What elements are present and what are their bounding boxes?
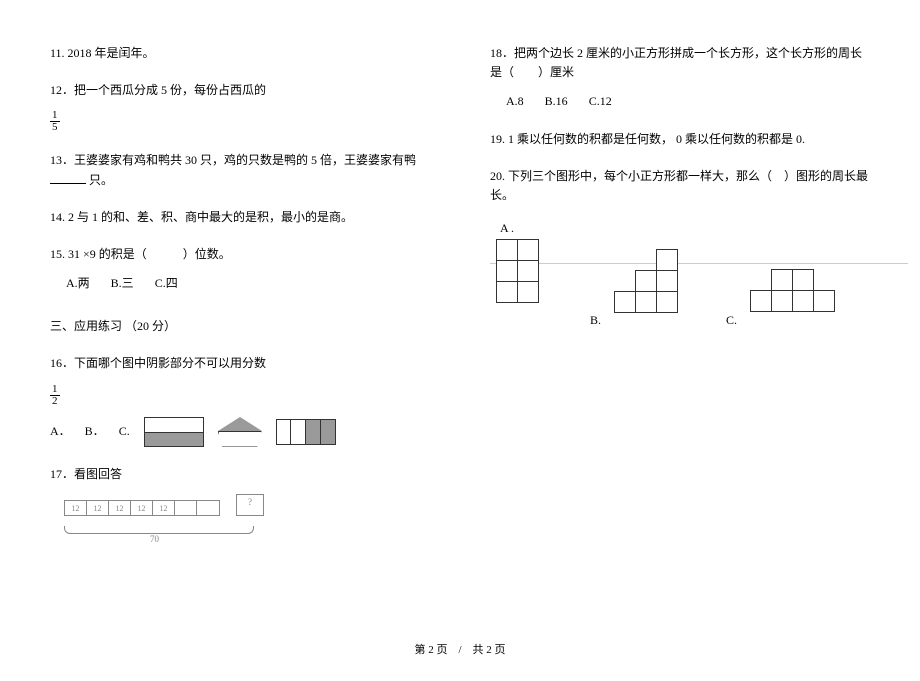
question-16: 16．下面哪个图中阴影部分不可以用分数 [50, 354, 430, 373]
q17-seg: 12 [87, 501, 109, 515]
q16-shape-c [276, 419, 336, 445]
frac-den: 5 [50, 122, 60, 133]
q11-text: 11. 2018 年是闰年。 [50, 46, 155, 60]
left-column: 11. 2018 年是闰年。 12．把一个西瓜分成 5 份，每份占西瓜的 1 5… [30, 44, 460, 550]
frac-den: 2 [50, 396, 60, 407]
question-15: 15. 31 ×9 的积是（ ）位数。 [50, 245, 430, 264]
right-column: 18．把两个边长 2 厘米的小正方形拼成一个长方形，这个长方形的周长是（ ）厘米… [460, 44, 890, 550]
q16-text: 16．下面哪个图中阴影部分不可以用分数 [50, 356, 266, 370]
q17-total: 70 [150, 534, 159, 544]
question-13: 13．王婆婆家有鸡和鸭共 30 只，鸡的只数是鸭的 5 倍，王婆婆家有鸭 只。 [50, 151, 430, 189]
q18-opt-a: A.8 [506, 94, 524, 108]
q20-label-a: A . [500, 221, 514, 236]
q13-tail: 只。 [89, 173, 113, 187]
q13-blank [50, 172, 86, 184]
q12-text: 12．把一个西瓜分成 5 份，每份占西瓜的 [50, 83, 266, 97]
q17-brace [64, 526, 254, 534]
q20-text: 20. 下列三个图形中，每个小正方形都一样大，那么（ ）图形的周长最长。 [490, 169, 868, 202]
q17-seg: 12 [65, 501, 87, 515]
q17-segments: 12 12 12 12 12 [64, 500, 220, 516]
q16-shape-a [144, 417, 204, 447]
q20-divider [490, 263, 908, 264]
q18-opt-c: C.12 [589, 94, 612, 108]
q17-seg [197, 501, 219, 515]
q15-options: A.两 B.三 C.四 [66, 274, 430, 293]
q12-fraction: 1 5 [50, 110, 430, 133]
q16-label-c: C. [119, 422, 130, 441]
q15-opt-c: C.四 [155, 276, 178, 290]
q20-figures: A . [490, 215, 870, 335]
question-12: 12．把一个西瓜分成 5 份，每份占西瓜的 [50, 81, 430, 100]
question-18: 18．把两个边长 2 厘米的小正方形拼成一个长方形，这个长方形的周长是（ ）厘米 [490, 44, 870, 82]
q17-question-cell: ? [236, 494, 264, 516]
question-17: 17．看图回答 [50, 465, 430, 484]
question-20: 20. 下列三个图形中，每个小正方形都一样大，那么（ ）图形的周长最长。 [490, 167, 870, 205]
q20-label-b: B. [590, 313, 601, 328]
q18-options: A.8 B.16 C.12 [506, 92, 870, 111]
q17-diagram: 12 12 12 12 12 ? 70 [50, 494, 270, 550]
question-19: 19. 1 乘以任何数的积都是任何数， 0 乘以任何数的积都是 0. [490, 130, 870, 149]
fraction-one-fifth: 1 5 [50, 110, 60, 133]
q13-text: 13．王婆婆家有鸡和鸭共 30 只，鸡的只数是鸭的 5 倍，王婆婆家有鸭 [50, 153, 416, 167]
page-container: 11. 2018 年是闰年。 12．把一个西瓜分成 5 份，每份占西瓜的 1 5… [0, 0, 920, 550]
q15-opt-a: A.两 [66, 276, 90, 290]
section-3-heading: 三、应用练习 （20 分） [50, 317, 430, 334]
fraction-one-half: 1 2 [50, 384, 60, 407]
section-3-text: 三、应用练习 （20 分） [50, 319, 176, 333]
q16-options: A． B． C. [50, 417, 430, 447]
q20-label-c: C. [726, 313, 737, 328]
q16-shape-b [218, 417, 262, 447]
q17-text: 17．看图回答 [50, 467, 122, 481]
q19-text: 19. 1 乘以任何数的积都是任何数， 0 乘以任何数的积都是 0. [490, 132, 805, 146]
q18-text: 18．把两个边长 2 厘米的小正方形拼成一个长方形，这个长方形的周长是（ ）厘米 [490, 46, 862, 79]
q14-text: 14. 2 与 1 的和、差、积、商中最大的是积，最小的是商。 [50, 210, 353, 224]
question-14: 14. 2 与 1 的和、差、积、商中最大的是积，最小的是商。 [50, 208, 430, 227]
page-footer: 第 2 页 / 共 2 页 [0, 641, 920, 657]
q17-seg [175, 501, 197, 515]
question-11: 11. 2018 年是闰年。 [50, 44, 430, 63]
q15-opt-b: B.三 [111, 276, 134, 290]
q16-label-b: B． [85, 422, 105, 441]
q15-text: 15. 31 ×9 的积是（ ）位数。 [50, 247, 231, 261]
q17-seg: 12 [131, 501, 153, 515]
footer-text: 第 2 页 / 共 2 页 [414, 644, 505, 656]
q18-opt-b: B.16 [545, 94, 568, 108]
frac-num: 1 [50, 384, 60, 396]
q16-label-a: A． [50, 422, 71, 441]
q17-seg: 12 [153, 501, 175, 515]
q17-seg: 12 [109, 501, 131, 515]
q16-fraction: 1 2 [50, 384, 430, 407]
